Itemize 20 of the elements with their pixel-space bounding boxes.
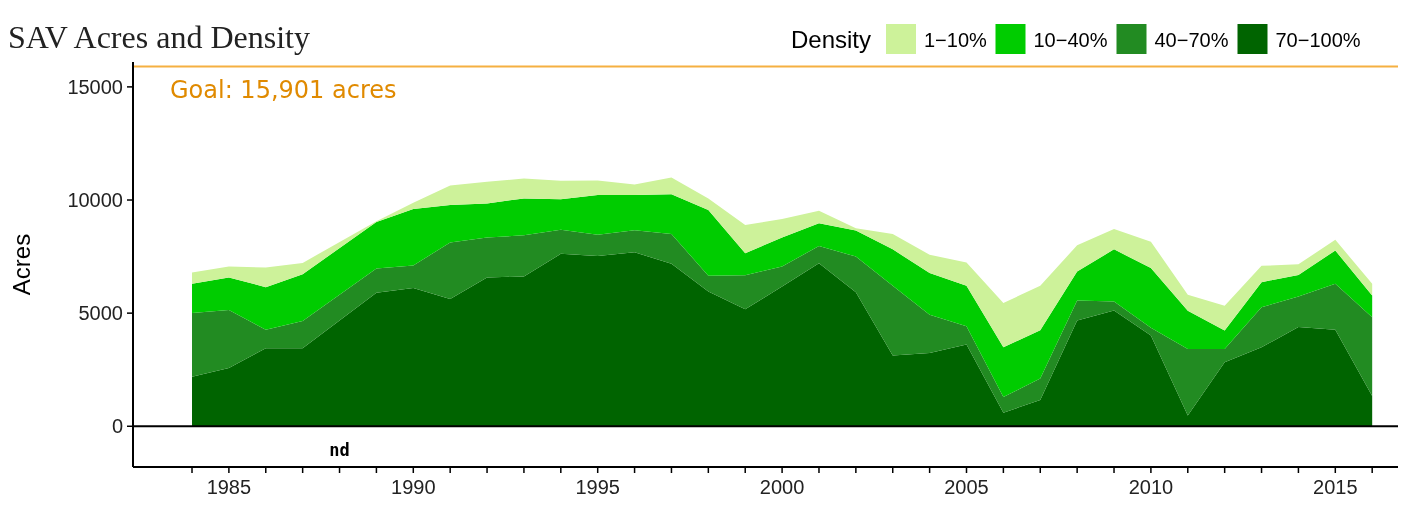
- y-tick-label: 5000: [78, 302, 123, 325]
- legend-label: 40−70%: [1154, 29, 1229, 51]
- x-tick-label: 2000: [759, 476, 805, 498]
- x-tick-label: 1985: [206, 476, 252, 498]
- legend-label: 10−40%: [1033, 29, 1108, 51]
- y-tick-label: 10000: [67, 189, 123, 212]
- legend-label: 1−10%: [924, 29, 988, 51]
- legend-title: Density: [791, 26, 872, 53]
- x-tick-label: 1995: [575, 476, 620, 498]
- x-tick-label: 2015: [1313, 476, 1358, 498]
- y-axis-title: Acres: [8, 233, 35, 296]
- legend-label: 70−100%: [1275, 29, 1361, 51]
- ref-line-label: Goal: 15,901 acres: [170, 75, 397, 104]
- y-tick-label: 0: [111, 415, 123, 438]
- x-tick-label: 2010: [1128, 476, 1174, 498]
- annotation: nd: [329, 440, 350, 461]
- x-tick-label: 1990: [391, 476, 436, 498]
- x-tick-label: 2005: [944, 476, 989, 498]
- chart-title: SAV Acres and Density: [8, 19, 310, 55]
- y-tick-label: 15000: [67, 75, 123, 98]
